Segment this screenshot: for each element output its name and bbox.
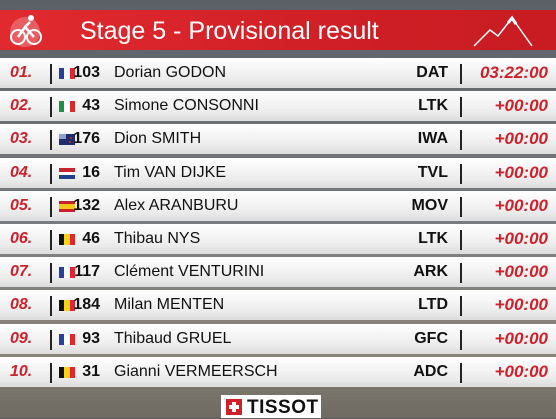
separator xyxy=(460,64,462,84)
flag xyxy=(59,267,75,279)
bib-number: 132 xyxy=(73,196,100,214)
time: 03:22:00 xyxy=(479,63,548,82)
flag xyxy=(59,200,75,212)
bib-number: 16 xyxy=(82,163,100,181)
result-row: 07. 117 Clément VENTURINI ARK +00:00 xyxy=(0,257,556,288)
rider-name: Clément VENTURINI xyxy=(114,263,265,281)
result-row: 05. 132 Alex ARANBURU MOV +00:00 xyxy=(0,190,556,221)
time: +00:00 xyxy=(494,96,548,116)
separator xyxy=(460,263,462,284)
rank: 04. xyxy=(10,163,33,181)
team-code: ADC xyxy=(413,362,448,380)
bib-number: 184 xyxy=(73,296,100,314)
result-row: 01. 103 Dorian GODON DAT 03:22:00 xyxy=(0,58,556,88)
flag xyxy=(59,366,75,378)
bib-number: 43 xyxy=(82,97,100,115)
result-row: 03. 176 Dion SMITH IWA +00:00 xyxy=(0,124,556,155)
separator xyxy=(460,362,462,383)
sponsor-box: TISSOT xyxy=(221,395,321,418)
separator xyxy=(50,329,52,350)
rank: 08. xyxy=(10,296,33,314)
separator xyxy=(460,196,462,217)
time: +00:00 xyxy=(494,295,548,315)
team-code: MOV xyxy=(411,196,448,214)
rider-name: Thibau NYS xyxy=(114,230,201,247)
separator xyxy=(50,196,52,217)
rider-name: Tim VAN DIJKE xyxy=(114,163,227,181)
bib-number: 103 xyxy=(73,64,100,81)
race-logo xyxy=(10,15,42,47)
rider-name: Milan MENTEN xyxy=(114,296,225,314)
bib-number: 31 xyxy=(82,362,100,380)
separator xyxy=(50,130,52,151)
result-row: 10. 31 Gianni VERMEERSCH ADC +00:00 xyxy=(0,356,556,387)
flag xyxy=(59,134,75,146)
rank: 09. xyxy=(10,329,33,347)
separator xyxy=(460,230,462,250)
header-bar: Stage 5 - Provisional result xyxy=(0,10,556,50)
rank: 01. xyxy=(10,64,33,81)
team-code: DAT xyxy=(416,64,448,81)
time: +00:00 xyxy=(494,229,548,248)
separator xyxy=(50,97,52,118)
mountain-icon xyxy=(473,15,533,47)
rank: 05. xyxy=(10,196,33,214)
team-code: ARK xyxy=(413,263,448,281)
header-title: Stage 5 - Provisional result xyxy=(80,17,379,45)
flag xyxy=(59,300,75,312)
team-code: LTD xyxy=(418,296,448,314)
rank: 06. xyxy=(10,230,33,247)
separator xyxy=(460,296,462,317)
rider-name: Gianni VERMEERSCH xyxy=(114,362,278,380)
flag xyxy=(59,234,75,245)
team-code: IWA xyxy=(417,130,448,148)
separator xyxy=(50,296,52,317)
rider-name: Dion SMITH xyxy=(114,130,202,148)
rider-name: Dorian GODON xyxy=(114,64,227,81)
time: +00:00 xyxy=(494,361,548,381)
separator xyxy=(50,163,52,184)
team-code: TVL xyxy=(417,163,448,181)
time: +00:00 xyxy=(494,328,548,348)
result-row: 06. 46 Thibau NYS LTK +00:00 xyxy=(0,224,556,254)
separator xyxy=(50,64,52,84)
result-row: 04. 16 Tim VAN DIJKE TVL +00:00 xyxy=(0,157,556,188)
result-row: 09. 93 Thibaud GRUEL GFC +00:00 xyxy=(0,323,556,354)
separator xyxy=(50,230,52,250)
separator xyxy=(50,362,52,383)
separator xyxy=(460,329,462,350)
separator xyxy=(50,263,52,284)
team-code: LTK xyxy=(418,230,448,247)
flag xyxy=(59,68,75,79)
time: +00:00 xyxy=(494,195,548,215)
separator xyxy=(460,163,462,184)
flag xyxy=(59,101,75,113)
sponsor-cross xyxy=(226,399,242,415)
bib-number: 46 xyxy=(82,230,100,247)
separator xyxy=(460,97,462,118)
result-row: 08. 184 Milan MENTEN LTD +00:00 xyxy=(0,290,556,321)
rank: 02. xyxy=(10,97,33,115)
rider-name: Simone CONSONNI xyxy=(114,97,259,115)
bib-number: 176 xyxy=(73,130,100,148)
flag xyxy=(59,333,75,345)
time: +00:00 xyxy=(494,262,548,282)
rider-name: Alex ARANBURU xyxy=(114,196,239,214)
separator xyxy=(460,130,462,151)
rank: 07. xyxy=(10,263,33,281)
rider-name: Thibaud GRUEL xyxy=(114,329,232,347)
team-code: LTK xyxy=(418,97,448,115)
rank: 03. xyxy=(10,130,33,148)
time: +00:00 xyxy=(494,129,548,149)
flag xyxy=(59,167,75,179)
sponsor-name: TISSOT xyxy=(247,397,319,418)
bib-number: 117 xyxy=(74,263,100,281)
time: +00:00 xyxy=(494,162,548,182)
result-row: 02. 43 Simone CONSONNI LTK +00:00 xyxy=(0,91,556,122)
rank: 10. xyxy=(10,362,33,380)
team-code: GFC xyxy=(414,329,448,347)
bib-number: 93 xyxy=(82,329,100,347)
